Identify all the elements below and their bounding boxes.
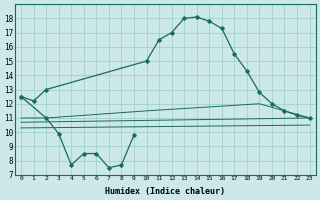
X-axis label: Humidex (Indice chaleur): Humidex (Indice chaleur): [105, 187, 225, 196]
